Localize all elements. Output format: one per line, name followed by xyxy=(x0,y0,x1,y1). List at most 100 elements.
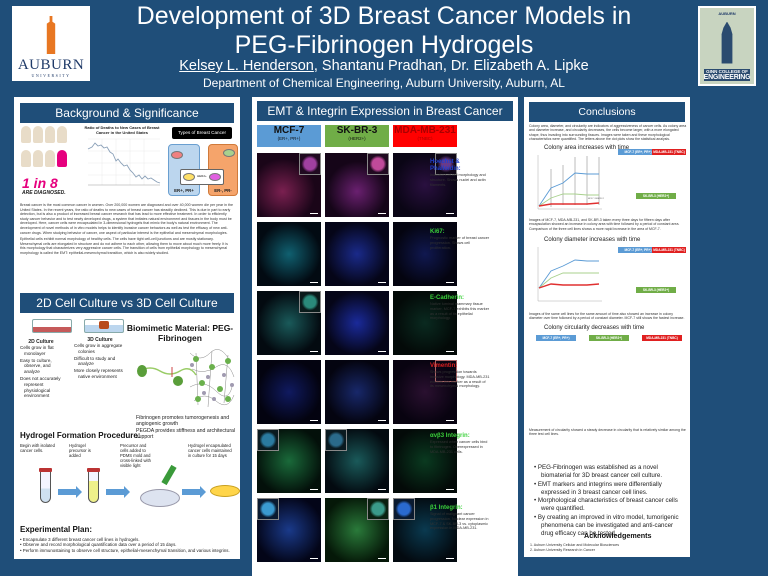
micrograph-mcf7-b1 xyxy=(257,498,321,562)
logo-right-line1: GINN COLLEGE OF xyxy=(703,69,751,74)
dotplot-tag: MCF-7 (ER+, PR+) xyxy=(536,335,576,341)
micrograph-skbr3-hoechst xyxy=(325,153,389,217)
area-chart-title: Colony area increases with time xyxy=(544,145,630,151)
peg-fibrinogen-illustration xyxy=(137,349,235,408)
area-line-chart: MCF7 / SKBR3 / MDAMB231 xyxy=(537,155,604,210)
auburn-university-logo: AUBURN UNIVERSITY xyxy=(12,6,90,81)
deaths-ratio-chart: Ratio of Deaths to New Cases of Breast C… xyxy=(82,125,162,195)
dotplot-tag: MDA-MB-231 (TNBC) xyxy=(652,149,686,155)
3d-culture-col: 3D Culture Cells grow in aggregate colon… xyxy=(74,337,126,381)
3d-dish-icon xyxy=(84,319,124,333)
types-of-breast-cancer-diagram: Types of Breast Cancer ER+, PR+ ER-, PR-… xyxy=(168,127,238,199)
micrograph-mcf7-hoechst xyxy=(257,153,321,217)
procedure-step-3: Precursor and cells added to PDMS mold a… xyxy=(120,443,151,468)
logo-right-line2: ENGINEERING xyxy=(703,74,751,81)
culture-heading: 2D Cell Culture vs 3D Cell Culture xyxy=(20,293,234,313)
marker-title: αvβ3 Integrin: xyxy=(430,433,470,439)
micrograph-skbr3-b1 xyxy=(325,498,389,562)
marker-title: Ki67: xyxy=(430,229,445,235)
types-left-label: ER+, PR+ xyxy=(174,188,194,193)
dotplot-diam-mcf7: MCF-7 (ER+, PR+) xyxy=(618,247,658,281)
title-line-2: PEG-Fibrinogen Hydrogels xyxy=(234,31,534,59)
list-item: 1. Auburn University Cellular and Molecu… xyxy=(530,543,620,547)
list-item: 2. Auburn University Research in Cancer xyxy=(530,548,595,552)
diameter-chart-title: Colony diameter increases with time xyxy=(544,237,641,243)
dotplot-tag: MDA-MB-231 (TNBC) xyxy=(642,335,682,341)
morph-intro: Colony area, diameter, and circularity a… xyxy=(529,124,687,142)
cell-line-name: SK-BR-3 xyxy=(336,125,378,136)
marker-desc: Signal of malignant cancer progression. … xyxy=(430,512,489,531)
dotplot-circ-mda: MDA-MB-231 (TNBC) xyxy=(642,335,682,369)
poster-header: AUBURN UNIVERSITY Development of 3D Brea… xyxy=(0,0,768,92)
micrograph-skbr3-ki67 xyxy=(325,222,389,286)
marker-title: Hoechst & Phalloidin: xyxy=(430,159,461,172)
cell-line-mda: MDA-MB-231 (TNBC) xyxy=(393,125,457,147)
micrograph-skbr3-ecad xyxy=(325,291,389,355)
circularity-chart-title: Colony circularity decreases with time xyxy=(544,325,645,331)
types-title: Types of Breast Cancer xyxy=(172,127,232,139)
dotplot-tag: MDA-MB-231 (TNBC) xyxy=(652,247,686,253)
micrograph-mda-b1 xyxy=(393,498,457,562)
list-item: PEG-Fibrinogen was established as a nove… xyxy=(534,464,684,480)
acknowledgements-list: 1. Auburn University Cellular and Molecu… xyxy=(530,543,619,553)
marker-title: Vimentin: xyxy=(430,363,458,369)
dome-icon xyxy=(721,21,733,64)
tube-precursor-icon xyxy=(87,468,100,503)
plan-heading: Experimental Plan: xyxy=(20,525,93,534)
one-in-eight-figure xyxy=(20,125,75,195)
marker-desc: Shows progression towards invasive morph… xyxy=(430,370,490,389)
conclusions-heading: Conclusions xyxy=(529,102,685,122)
list-item: Difficult to study and analyze xyxy=(74,355,116,367)
marker-title: E-Cadherin: xyxy=(430,295,465,301)
svg-text:MCF7 / SKBR3 / MDAMB231: MCF7 / SKBR3 / MDAMB231 xyxy=(588,197,604,200)
micrograph-mcf7-avb3 xyxy=(257,429,321,493)
plan-list: Encapsulate 3 different breast cancer ce… xyxy=(20,537,234,553)
micrograph-mda-ecad xyxy=(393,291,457,355)
list-item: Morphological characteristics of breast … xyxy=(534,497,684,513)
micrograph-mcf7-ki67 xyxy=(257,222,321,286)
marker-desc: Expressed when cancer cells bind to fibr… xyxy=(430,440,488,454)
emt-heading: EMT & Integrin Expression in Breast Canc… xyxy=(257,101,513,138)
stat-big: 1 in 8 xyxy=(22,175,58,191)
pdms-mold-icon xyxy=(140,489,180,507)
dotplot-diam-skbr3: SK-BR-3 (HER2+) xyxy=(636,287,676,321)
background-paragraph-2: Epithelial cells exhibit normal morpholo… xyxy=(20,237,228,255)
list-item: Observe and record morphological quantif… xyxy=(20,542,234,547)
bio-text-2: PEGDA provides stiffness and architectur… xyxy=(136,427,236,441)
culture-dish-icon xyxy=(210,485,240,497)
micrograph-mda-avb3 xyxy=(393,429,457,493)
logo-right-top: AUBURN xyxy=(718,11,736,16)
micrograph-mcf7-ecad xyxy=(257,291,321,355)
2d-culture-col: 2D Culture Cells grow in flat monolayer … xyxy=(20,339,62,400)
other-authors: , Shantanu Pradhan, Dr. Elizabeth A. Lip… xyxy=(313,58,589,74)
authors: Kelsey L. Henderson, Shantanu Pradhan, D… xyxy=(110,58,658,75)
micrograph-skbr3-vimentin xyxy=(325,360,389,424)
tube-cells-icon xyxy=(39,468,52,503)
marker-vimentin: Vimentin: Shows progression towards invas… xyxy=(430,363,490,389)
right-column: Morphological Quantification Colony area… xyxy=(524,97,690,557)
types-right-label: ER-, PR- xyxy=(214,188,232,193)
marker-b1-integrin: β1 Integrin: Signal of malignant cancer p… xyxy=(430,505,490,531)
3d-culture-list: Cells grow in aggregate colonies Difficu… xyxy=(74,343,126,380)
background-heading: Background & Significance xyxy=(20,103,234,123)
ginn-college-logo: AUBURN GINN COLLEGE OF ENGINEERING xyxy=(698,6,756,86)
marker-hoechst: Hoechst & Phalloidin: Indicators of cell … xyxy=(430,159,490,187)
procedure-step-2: Hydrogel precursor is added xyxy=(69,443,91,458)
marker-ecadherin: E-Cadherin: Native luminal mammary tissue… xyxy=(430,295,490,321)
background-text: Breast cancer is the most common cancer … xyxy=(20,203,234,258)
acknowledgements-heading: Acknowledgements xyxy=(584,531,652,540)
arrow-icon xyxy=(106,486,130,498)
list-item: Encapsulate 3 different breast cancer ce… xyxy=(20,537,234,542)
cell-line-sub: (ER+, PR+) xyxy=(277,136,301,141)
dotplot-area-mda: MDA-MB-231 (TNBC) xyxy=(652,149,686,183)
area-caption: Images of MCF-7, MDA-MB-231, and SK-BR-3… xyxy=(529,218,680,231)
marker-title: β1 Integrin: xyxy=(430,505,463,511)
2d-dish-icon xyxy=(32,319,72,333)
marker-desc: Native luminal mammary tissue marker. MC… xyxy=(430,302,490,321)
circularity-caption: Measurement of circularity showed a stea… xyxy=(529,428,686,437)
deaths-chart-title: Ratio of Deaths to New Cases of Breast C… xyxy=(84,125,160,135)
department: Department of Chemical Engineering, Aubu… xyxy=(203,76,565,90)
tower-icon xyxy=(46,16,56,54)
dotplot-area-mcf7: MCF-7 (ER+, PR+) xyxy=(618,149,658,183)
